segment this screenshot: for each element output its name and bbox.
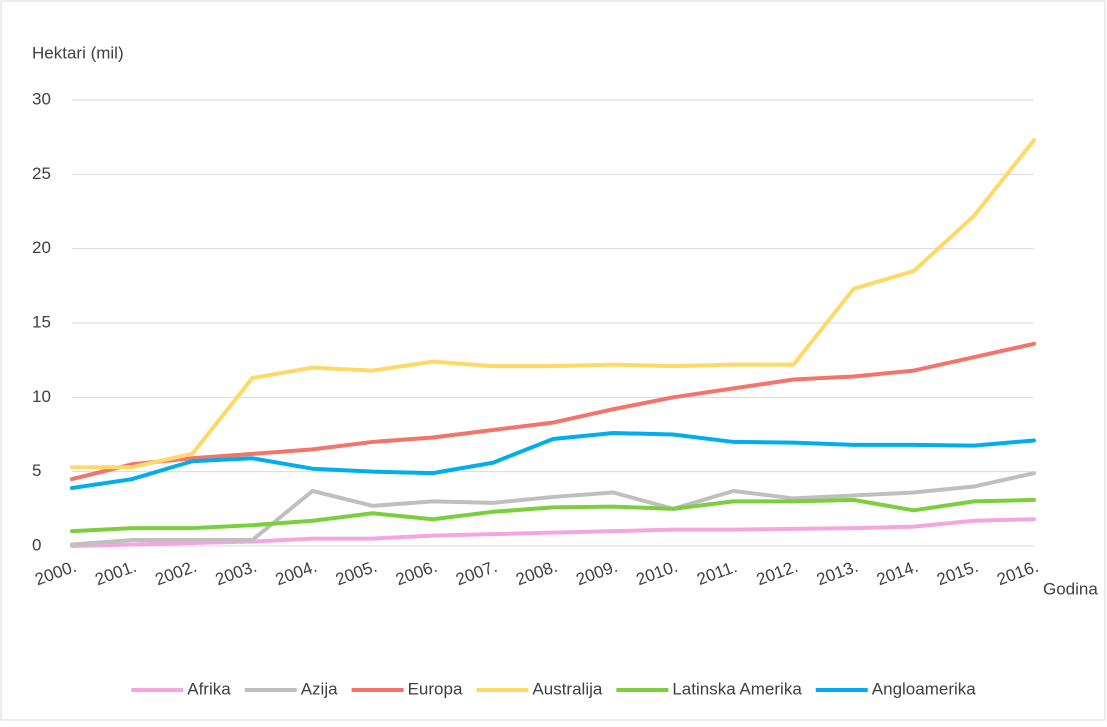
x-axis-label: Godina [1043, 579, 1098, 598]
y-tick-label: 30 [32, 89, 51, 108]
series-line [70, 138, 1036, 470]
legend-label: Angloamerika [872, 679, 976, 698]
legend-item: Angloamerika [815, 679, 976, 698]
legend-item: Australija [476, 679, 603, 698]
y-tick-label: 20 [32, 238, 51, 257]
y-tick-label: 10 [32, 387, 51, 406]
series-line [70, 471, 1036, 547]
legend-item: Latinska Amerika [616, 679, 802, 698]
series-line [70, 341, 1036, 482]
y-tick-label: 25 [32, 164, 51, 183]
legend-label: Afrika [187, 679, 231, 698]
legend-label: Australija [532, 679, 602, 698]
legend-item: Azija [244, 679, 338, 698]
legend-item: Europa [351, 679, 463, 698]
series-line [70, 431, 1036, 491]
y-tick-label: 5 [32, 461, 41, 480]
legend-label: Latinska Amerika [672, 679, 802, 698]
y-tick-label: 15 [32, 312, 51, 331]
y-tick-label: 0 [32, 535, 41, 554]
y-axis-label: Hektari (mil) [32, 43, 124, 62]
series-line [70, 497, 1036, 534]
legend-label: Azija [301, 679, 338, 698]
legend-item: Afrika [131, 679, 231, 698]
legend-label: Europa [408, 679, 463, 698]
